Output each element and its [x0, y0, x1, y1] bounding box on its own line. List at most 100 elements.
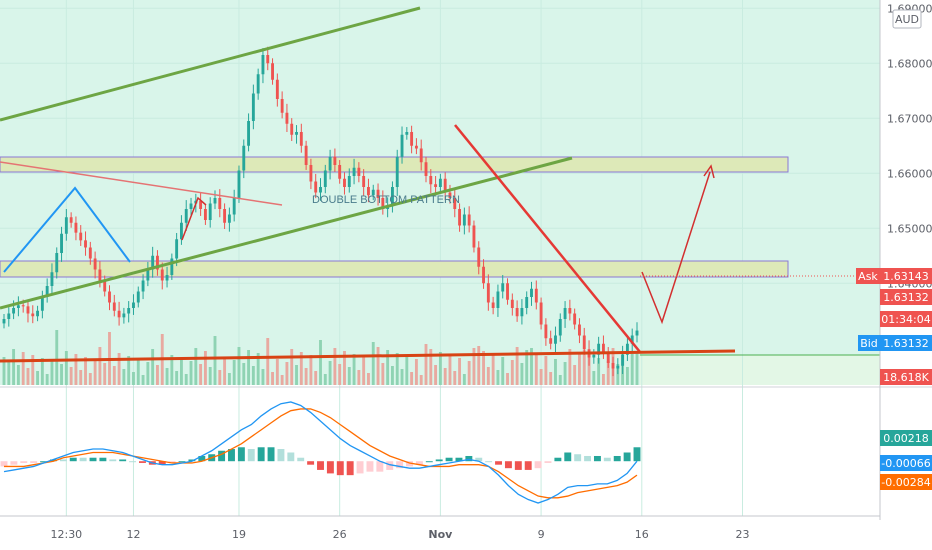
candle-body	[31, 313, 35, 317]
volume-bar	[103, 363, 107, 385]
volume-bar	[79, 370, 83, 385]
candle-body	[486, 283, 490, 303]
time-tick-label: 26	[333, 528, 347, 541]
volume-bar	[558, 375, 562, 385]
volume-bar	[88, 373, 92, 385]
macd-histogram-bar	[218, 450, 226, 462]
volume-bar	[414, 359, 418, 385]
candle-body	[410, 132, 414, 146]
volume-bar	[367, 373, 370, 385]
volume-bar	[515, 347, 519, 385]
volume-bar	[496, 370, 500, 385]
volume-bar	[74, 354, 78, 385]
macd-histogram-bar	[49, 459, 57, 462]
candle-body	[69, 217, 73, 223]
candle-body	[482, 266, 485, 284]
volume-bar	[141, 375, 145, 385]
candle-body	[323, 170, 327, 187]
candle-body	[496, 291, 500, 308]
candle-body	[50, 272, 54, 286]
candle-body	[203, 209, 207, 220]
volume-bar	[635, 352, 639, 385]
time-tick-label: 12:30	[50, 528, 82, 541]
candle-body	[175, 239, 179, 259]
macd-histogram-bar	[297, 457, 305, 462]
candle-body	[438, 178, 442, 187]
svg-text:Ask: Ask	[858, 270, 878, 283]
volume-bar	[448, 355, 452, 385]
candle-body	[381, 198, 385, 209]
macd-histogram-bar	[435, 459, 443, 462]
macd-histogram-bar	[495, 461, 502, 465]
volume-bar	[549, 372, 553, 385]
volume-bar	[12, 349, 16, 385]
volume-bar	[410, 372, 414, 385]
volume-bar	[343, 351, 346, 385]
time-tick-label: 12	[126, 528, 140, 541]
volume-bar	[443, 368, 447, 385]
volume-bar	[477, 346, 481, 385]
candle-body	[261, 55, 265, 75]
volume-bar	[55, 330, 59, 385]
candle-body	[371, 189, 375, 196]
candle-body	[314, 181, 318, 193]
volume-bar	[501, 357, 505, 385]
macd-histogram-bar	[465, 455, 473, 462]
macd-histogram-bar	[524, 461, 532, 470]
volume-bar	[261, 369, 265, 385]
resistance-zone	[0, 156, 789, 173]
macd-histogram-bar	[485, 461, 493, 463]
candle-body	[309, 165, 313, 182]
volume-bar	[438, 352, 442, 385]
candle-body	[136, 291, 140, 303]
macd-histogram-bar	[336, 461, 344, 476]
volume-bar	[7, 362, 11, 385]
candle-body	[419, 148, 423, 163]
svg-text:Bid: Bid	[860, 337, 878, 350]
candle-body	[328, 156, 332, 171]
volume-bar	[453, 371, 457, 385]
price-tick-label: 1.66000	[887, 167, 932, 180]
macd-histogram-bar	[415, 461, 423, 465]
volume-bar	[251, 366, 255, 385]
time-tick-label: 19	[232, 528, 246, 541]
volume-bar	[271, 372, 274, 385]
volume-bar	[208, 367, 212, 385]
volume-bar	[132, 372, 135, 385]
candle-body	[630, 335, 634, 344]
candle-body	[165, 275, 169, 281]
candle-body	[93, 258, 97, 270]
volume-bar	[290, 349, 294, 385]
candle-body	[601, 343, 605, 352]
candle-body	[251, 93, 255, 121]
candle-body	[2, 319, 6, 324]
volume-bar	[338, 364, 342, 385]
volume-bar	[170, 355, 174, 385]
volume-bar	[319, 340, 322, 385]
macd-histogram-bar	[613, 455, 621, 462]
candle-body	[352, 167, 356, 176]
macd-histogram-bar	[455, 457, 463, 462]
volume-bar	[539, 369, 543, 385]
time-tick-label: 23	[736, 528, 750, 541]
macd-histogram-bar	[317, 461, 324, 470]
candle-body	[64, 217, 68, 234]
svg-text:-0.00066: -0.00066	[881, 457, 930, 470]
candle-body	[592, 354, 596, 358]
macd-histogram-bar	[69, 457, 77, 462]
macd-histogram-bar	[99, 457, 107, 462]
macd-histogram-bar	[376, 461, 384, 472]
candle-body	[367, 187, 370, 196]
candle-body	[227, 214, 231, 223]
macd-histogram-bar	[564, 452, 572, 462]
volume-bar	[582, 350, 586, 385]
projection-path	[641, 171, 711, 325]
candle-body	[275, 79, 279, 99]
volume-bar	[458, 358, 462, 385]
macd-histogram-bar	[188, 459, 196, 462]
candle-body	[271, 63, 274, 80]
volume-bar	[26, 368, 30, 385]
volume-bar	[472, 348, 476, 385]
thin-trend-line	[0, 161, 283, 206]
